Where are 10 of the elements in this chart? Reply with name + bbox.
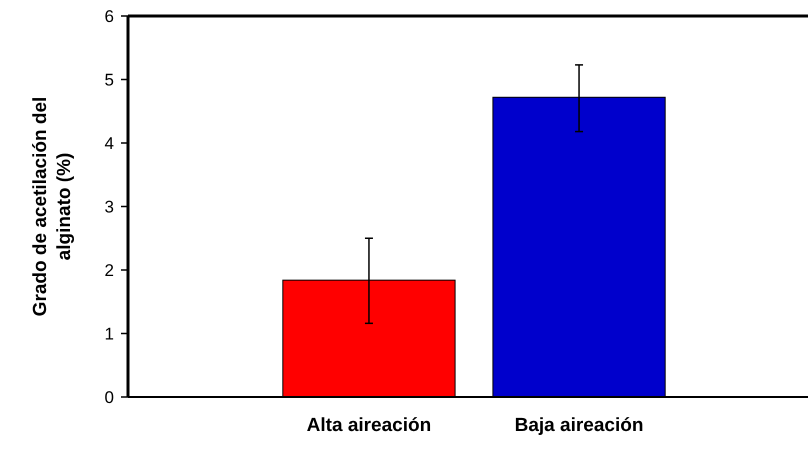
y-tick-label: 0 [104,388,114,407]
y-tick-label: 1 [104,324,114,344]
y-tick-label: 4 [104,134,114,153]
y-tick-label: 3 [104,197,114,216]
x-tick-label: Baja aireación [514,415,644,436]
y-axis-title: Grado de acetilación del alginato (%) [30,96,75,316]
x-tick-label: Alta aireación [306,415,432,436]
y-tick-label: 6 [104,6,114,26]
y-tick-label: 5 [104,70,114,90]
y-tick-label: 2 [104,260,114,280]
